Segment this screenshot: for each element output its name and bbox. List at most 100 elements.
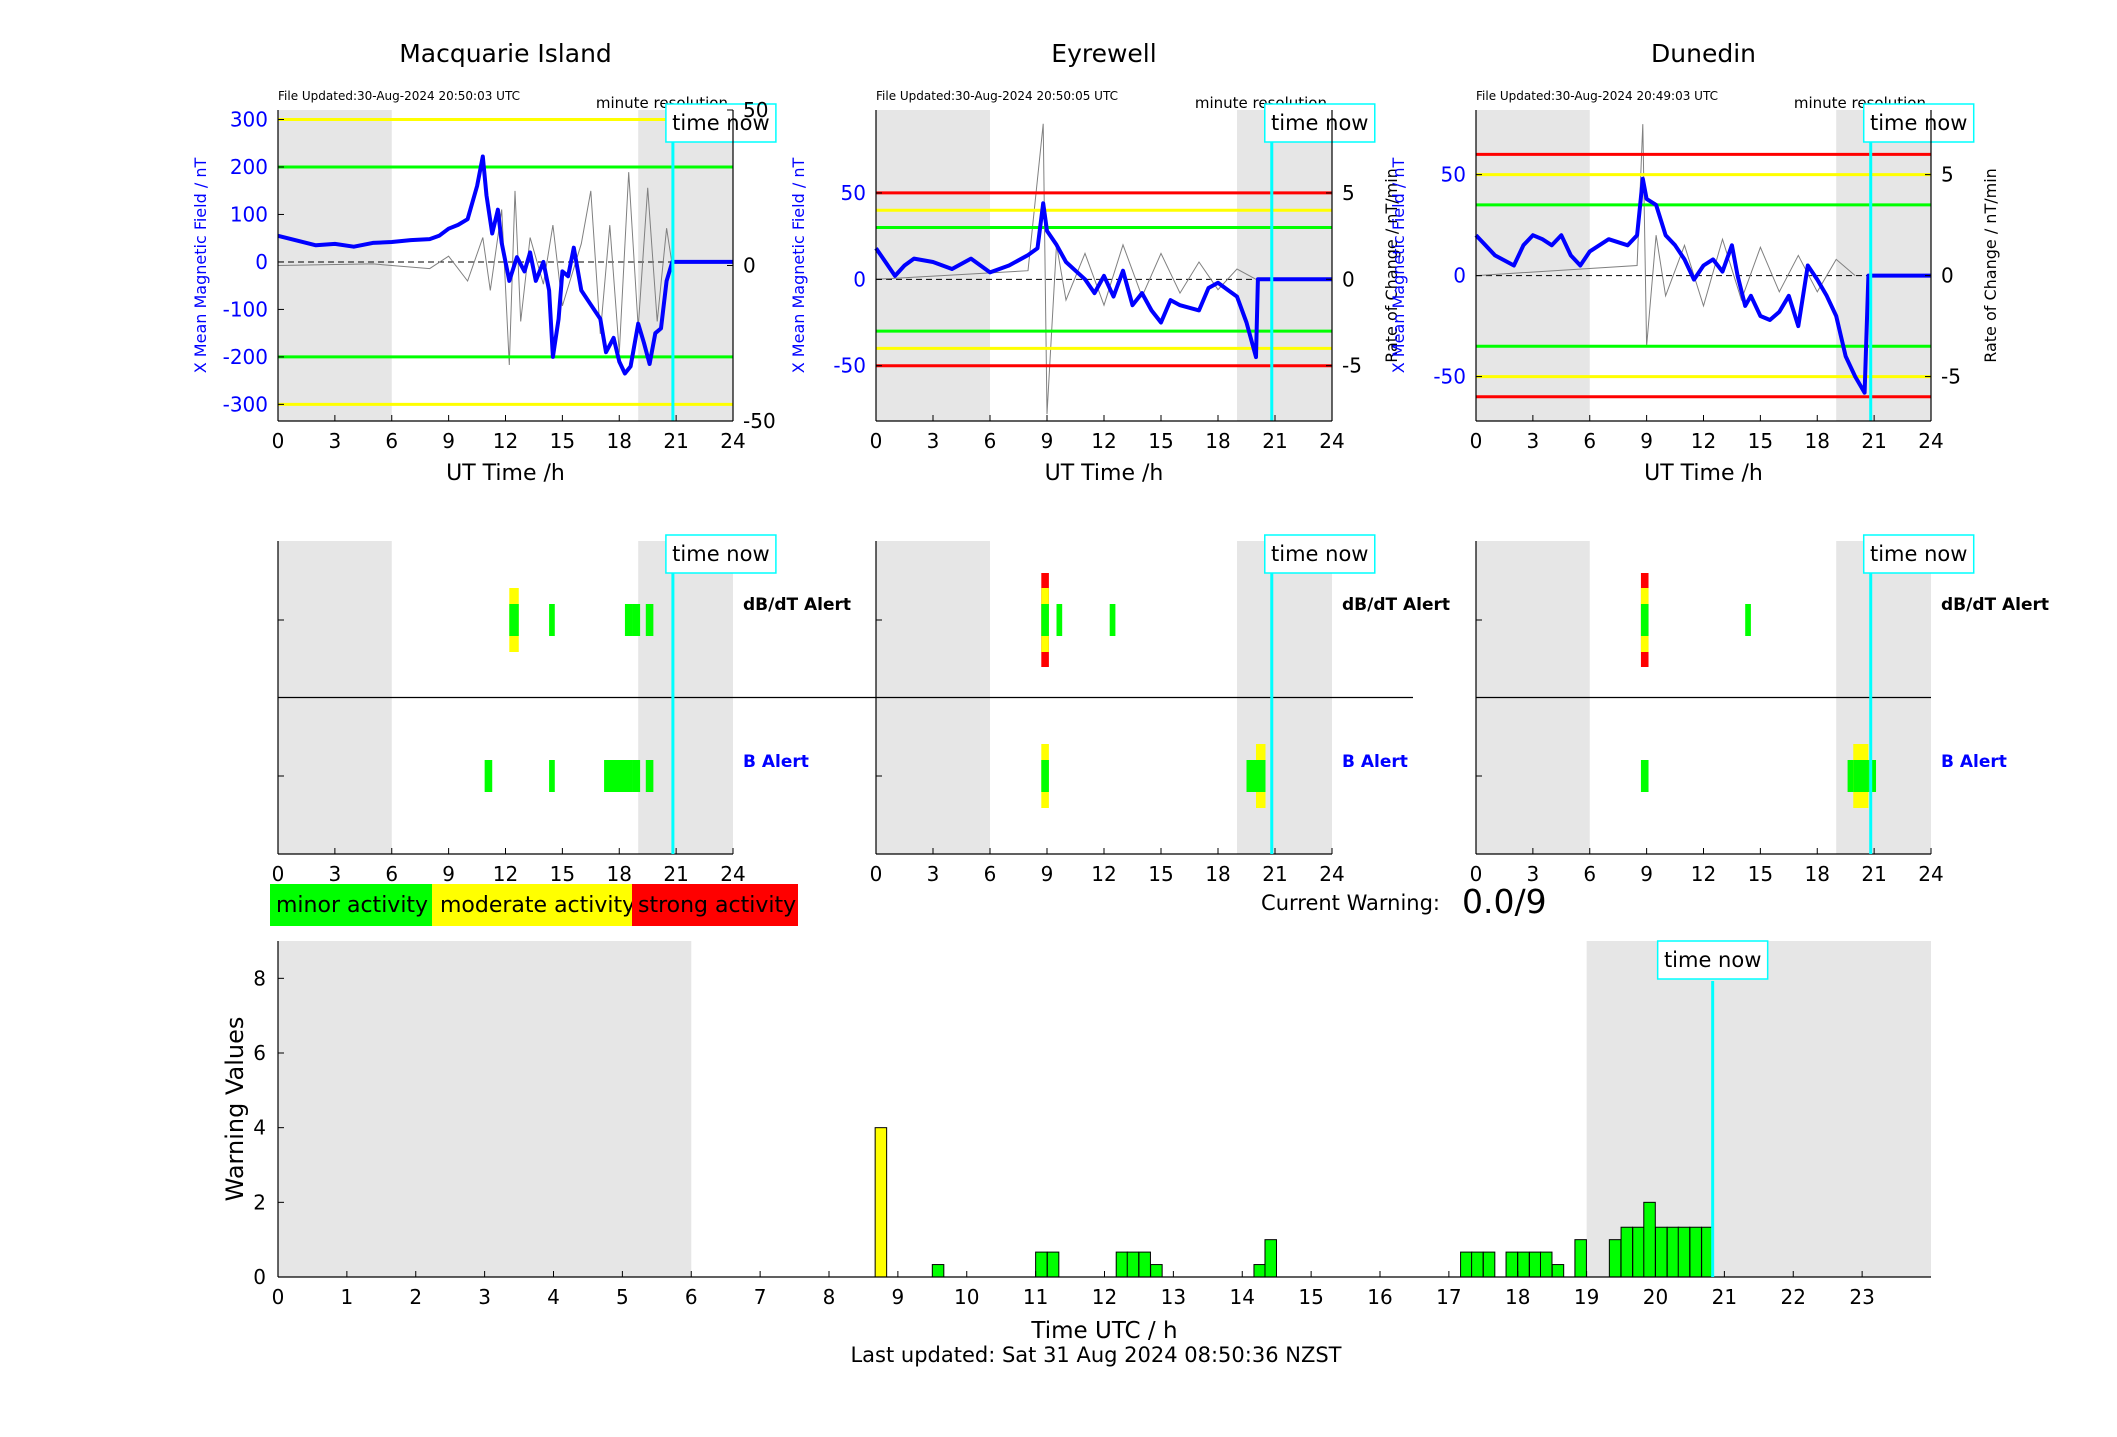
- warning-bar: [1126, 1251, 1140, 1278]
- warning-bar: [1482, 1251, 1496, 1278]
- x-tick-label: 12: [1091, 429, 1116, 453]
- warning-bar: [1666, 1226, 1680, 1278]
- y-tick-label: 100: [230, 202, 268, 226]
- x-tick-label: 9: [1640, 862, 1653, 886]
- x-field-series: [874, 201, 1332, 360]
- file-updated-text: File Updated:30-Aug-2024 20:49:03 UTC: [1476, 89, 1718, 103]
- alert-bar-green: [1256, 760, 1266, 792]
- night-shading: [638, 110, 733, 421]
- x-tick-label: 15: [1148, 862, 1173, 886]
- rate-of-change-series: [875, 123, 1257, 415]
- x-axis-label: UT Time /h: [1045, 461, 1164, 486]
- x-tick-label: 22: [1781, 1285, 1806, 1309]
- dbdt-alert-label: dB/dT Alert: [1941, 595, 2049, 615]
- x-axis-label: UT Time /h: [1644, 461, 1763, 486]
- y-tick-label: 8: [253, 966, 266, 990]
- x-tick-label: 15: [1148, 429, 1173, 453]
- x-tick-label: 3: [1527, 862, 1540, 886]
- x-tick-label: 10: [954, 1285, 979, 1309]
- warning-bar: [1253, 1264, 1266, 1278]
- x-tick-label: 23: [1849, 1285, 1874, 1309]
- warning-bar: [1620, 1226, 1634, 1278]
- y-tick-label-right: -50: [743, 409, 776, 433]
- warning-bar: [1677, 1226, 1691, 1278]
- warning-bar: [1035, 1251, 1048, 1278]
- alert-bar-green: [1640, 760, 1649, 792]
- warning-bar: [1138, 1251, 1151, 1278]
- x-tick-label: 15: [1748, 429, 1773, 453]
- alert-bar-green: [1109, 604, 1116, 636]
- legend-moderate-swatch: [432, 884, 632, 926]
- y-tick-label: 0: [1453, 264, 1466, 288]
- warning-bar: [1517, 1251, 1530, 1278]
- x-tick-label: 0: [272, 429, 285, 453]
- x-tick-label: 6: [1583, 862, 1596, 886]
- x-tick-label: 19: [1574, 1285, 1599, 1309]
- x-tick-label: 0: [870, 862, 883, 886]
- x-tick-label: 12: [1091, 862, 1116, 886]
- legend-moderate-label: moderate activity: [440, 893, 635, 918]
- time-now-box: [1264, 534, 1376, 574]
- x-axis-label: UT Time /h: [446, 461, 565, 486]
- x-tick-label: 6: [385, 429, 398, 453]
- x-tick-label: 21: [1712, 1285, 1737, 1309]
- current-warning-label: Current Warning:: [1261, 891, 1440, 915]
- file-updated-text: File Updated:30-Aug-2024 20:50:03 UTC: [278, 89, 520, 103]
- warning-bar: [1471, 1251, 1484, 1278]
- x-tick-label: 18: [1505, 1285, 1530, 1309]
- warning-bar: [1460, 1251, 1473, 1278]
- station-dunedin: Dunedin File Updated:30-Aug-2024 20:49:03…: [1389, 39, 2049, 886]
- y-tick-label: 4: [253, 1116, 266, 1140]
- x-tick-label: 12: [493, 429, 518, 453]
- x-tick-label: 18: [1205, 429, 1230, 453]
- x-tick-label: 15: [1748, 862, 1773, 886]
- warning-bar: [1505, 1251, 1519, 1278]
- legend-strong-swatch: [632, 884, 798, 926]
- time-now-box: [1656, 940, 1769, 980]
- y-tick-label-right: 5: [1941, 163, 1954, 187]
- legend-strong-label: strong activity: [638, 893, 796, 918]
- warning-bar: [1046, 1251, 1060, 1278]
- alert-bar-green: [645, 604, 654, 636]
- x-tick-label: 18: [607, 862, 632, 886]
- night-shading: [278, 941, 692, 1277]
- x-tick-label: 6: [685, 1285, 698, 1309]
- alert-bar-green: [632, 604, 641, 636]
- station-macquarie-island: Macquarie Island File Updated:30-Aug-2024…: [191, 39, 929, 886]
- time-now-label: time now: [1271, 542, 1368, 566]
- alert-bar-green: [1041, 760, 1049, 792]
- y-tick-label: 300: [230, 107, 268, 131]
- x-tick-label: 6: [385, 862, 398, 886]
- warning-bar: [1574, 1239, 1587, 1278]
- warning-bar: [1689, 1226, 1702, 1278]
- x-tick-label: 21: [1262, 429, 1287, 453]
- y-axis-label-left: X Mean Magnetic Field / nT: [191, 158, 210, 374]
- alert-bar-green: [1056, 604, 1063, 636]
- x-tick-label: 6: [1583, 429, 1596, 453]
- warning-bar: [1115, 1251, 1129, 1278]
- y-tick-label: 0: [255, 250, 268, 274]
- alert-bar-green: [1745, 604, 1751, 636]
- x-tick-label: 14: [1230, 1285, 1255, 1309]
- time-now-box: [1862, 103, 1975, 143]
- x-tick-label: 0: [1470, 429, 1483, 453]
- x-tick-label: 18: [607, 429, 632, 453]
- x-tick-label: 21: [1262, 862, 1287, 886]
- night-shading: [1476, 110, 1590, 421]
- dbdt-alert-label: dB/dT Alert: [743, 595, 851, 615]
- alert-bar-green: [1853, 760, 1869, 792]
- x-tick-label: 12: [1092, 1285, 1117, 1309]
- x-tick-label: 12: [493, 862, 518, 886]
- x-tick-label: 13: [1161, 1285, 1186, 1309]
- alert-bar-green: [632, 760, 641, 792]
- x-tick-label: 6: [984, 429, 997, 453]
- alert-bar-green: [549, 760, 555, 792]
- x-tick-label: 18: [1805, 862, 1830, 886]
- station-eyrewell: Eyrewell File Updated:30-Aug-2024 20:50:0…: [789, 39, 1450, 886]
- alert-bar-green: [604, 760, 633, 792]
- x-tick-label: 0: [870, 429, 883, 453]
- y-tick-label-right: 0: [743, 254, 756, 278]
- night-shading: [876, 110, 990, 421]
